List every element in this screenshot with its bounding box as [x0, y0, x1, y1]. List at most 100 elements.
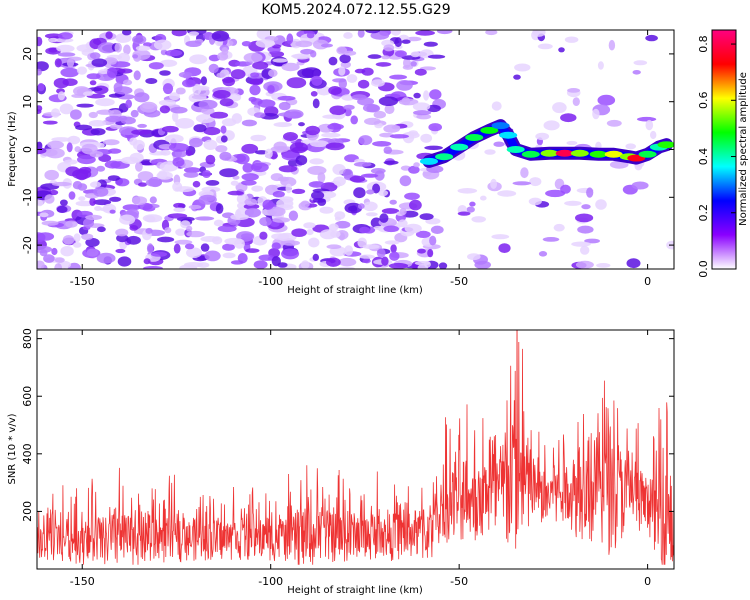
spectrogram-blob	[373, 110, 386, 119]
spectrogram-blob	[98, 69, 110, 75]
spectrogram-blob	[125, 99, 132, 109]
spectrogram-blob	[156, 171, 173, 180]
spectrogram-blob	[221, 118, 237, 127]
spectrogram-blob	[72, 181, 83, 190]
spectrogram-blob	[428, 123, 443, 132]
spectrogram-blob	[106, 59, 117, 65]
spectrogram-blob	[543, 120, 560, 131]
spectrogram-blob	[99, 207, 114, 212]
spectrogram-blob	[520, 167, 529, 179]
spectrogram-blob	[295, 155, 308, 166]
spectrogram-blob	[109, 209, 116, 214]
y-tick-label: 400	[21, 443, 34, 464]
spectrogram-blob	[567, 88, 581, 93]
spectrogram-blob	[317, 172, 326, 183]
spectrogram-blob	[466, 206, 475, 213]
spectrogram-blob	[596, 263, 611, 268]
spectrogram-blob	[133, 70, 141, 81]
spectrogram-blob	[437, 30, 453, 35]
spectrogram-blob	[230, 69, 246, 80]
spectrogram-blob	[558, 47, 565, 53]
spectrogram-blob	[259, 216, 272, 227]
ridge-point	[604, 150, 623, 158]
spectrogram-blob	[37, 83, 45, 92]
spectrogram-blob	[158, 99, 177, 107]
top-y-ticks: -20 -10 0 10 20	[21, 47, 674, 254]
spectrogram-blob	[184, 167, 201, 174]
spectrogram-blob	[338, 78, 347, 89]
spectrogram-blob	[373, 225, 385, 230]
spectrogram-blob	[68, 191, 76, 200]
spectrogram-blob	[326, 244, 342, 249]
spectrogram-blob	[584, 238, 600, 244]
spectrogram-blob	[193, 124, 207, 133]
spectrogram-blob	[404, 223, 422, 234]
spectrogram-blob	[162, 83, 174, 95]
spectrogram-blob	[390, 30, 401, 36]
spectrogram-blob	[122, 204, 141, 211]
spectrogram-blob	[529, 177, 542, 187]
spectrogram-blob	[471, 216, 487, 223]
spectrogram-blob	[538, 251, 548, 257]
spectrogram-blob	[37, 105, 43, 112]
spectrogram-blob	[383, 146, 393, 154]
spectrogram-blob	[416, 114, 432, 120]
spectrogram-blob	[211, 30, 230, 42]
spectrogram-blob	[276, 198, 294, 209]
spectrogram-blob	[250, 134, 267, 142]
spectrogram-blob	[424, 261, 431, 268]
spectrogram-blob	[169, 143, 189, 152]
spectrogram-blob	[281, 151, 301, 161]
spectrogram-blob	[203, 127, 221, 136]
ridge-point	[570, 149, 589, 157]
spectrogram-blob	[167, 213, 188, 219]
spectrogram-blob	[595, 199, 607, 210]
colorbar-tick-label: 0.8	[697, 35, 710, 53]
spectrogram-blob	[198, 99, 218, 110]
spectrogram-blob	[66, 142, 73, 153]
spectrogram-blob	[185, 150, 193, 157]
spectrogram-blob	[175, 186, 194, 193]
spectrogram-blob	[51, 247, 58, 256]
spectrogram-blob	[417, 248, 426, 254]
spectrogram-blob	[105, 115, 123, 123]
spectrogram-blob	[200, 76, 207, 86]
spectrogram-blob	[116, 234, 129, 243]
spectrogram-blob	[113, 86, 133, 95]
spectrogram-blob	[44, 194, 55, 204]
spectrogram-blob	[241, 173, 259, 181]
spectrogram-blob	[252, 61, 269, 70]
spectrogram-blob	[145, 227, 153, 234]
spectrogram-blob	[276, 146, 293, 151]
spectrogram-blob	[259, 231, 268, 240]
spectrogram-blob	[137, 171, 154, 181]
spectrogram-blob	[379, 213, 389, 223]
spectrogram-blob	[491, 234, 510, 240]
spectrogram-blob	[234, 238, 245, 249]
ridge-point	[540, 149, 559, 157]
spectrogram-blob	[204, 250, 221, 262]
colorbar-strip	[712, 30, 736, 269]
spectrogram-blob	[129, 137, 138, 146]
spectrogram-blob	[339, 54, 351, 64]
spectrogram-blob	[423, 90, 430, 101]
spectrogram-blob	[138, 182, 147, 187]
spectrogram-blob	[412, 102, 431, 111]
spectrogram-blob	[230, 180, 239, 186]
spectrogram-blob	[215, 145, 228, 153]
spectrogram-blob	[130, 109, 139, 118]
spectrogram-blob	[553, 223, 565, 232]
spectrogram-blob	[37, 199, 44, 207]
spectrogram-blob	[159, 70, 171, 76]
ridge-point	[491, 122, 510, 130]
spectrogram-blob	[178, 71, 193, 78]
spectrogram-blob	[85, 214, 103, 221]
spectrogram-blob	[126, 235, 141, 245]
spectrogram-blob	[143, 266, 163, 269]
spectrogram-blob	[161, 125, 179, 133]
spectrogram-blob	[129, 225, 139, 231]
spectrogram-blob	[217, 225, 237, 233]
spectrogram-blob	[143, 258, 151, 265]
spectrogram-blob	[389, 134, 409, 139]
